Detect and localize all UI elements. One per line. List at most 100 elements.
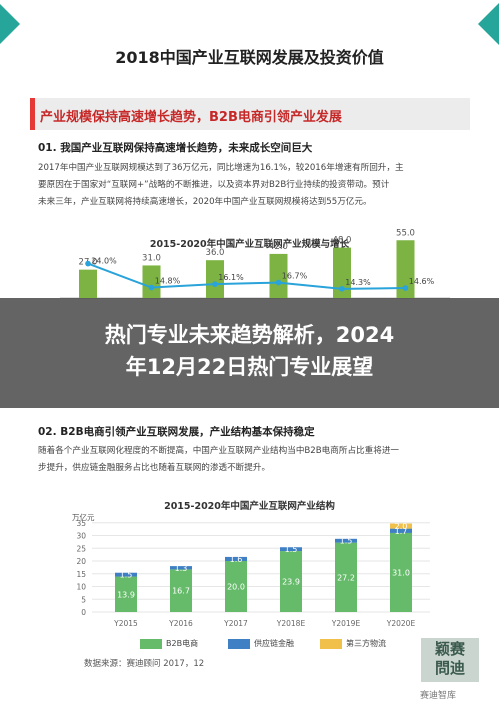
chart2-bar-segment <box>170 569 192 612</box>
chart2-segment-label: 16.7 <box>172 587 190 596</box>
source-note: 数据来源：赛迪顾问 2017，12 <box>84 659 205 669</box>
chart2-bar-segment <box>335 542 357 612</box>
chart1-rate-label: 14.8% <box>155 277 181 286</box>
chart2-bar-segment <box>335 538 357 543</box>
chart2-y-tick: 0 <box>81 608 86 617</box>
chart2-bar-segment <box>280 547 302 552</box>
part1-line: 2017年中国产业互联网规模达到了36万亿元，同比增速为16.1%，较2016年… <box>38 163 404 173</box>
stamp-logo <box>421 638 479 682</box>
overlay-line: 年12月22日热门专业展望 <box>125 355 374 379</box>
chart2-segment-label: 23.9 <box>282 578 300 587</box>
overlay-line: 热门专业未来趋势解析，2024 <box>104 323 395 347</box>
chart2-y-tick: 25 <box>76 544 86 553</box>
chart1-bar-label: 42.0 <box>269 242 288 252</box>
chart2-bar-segment <box>390 523 412 529</box>
chart1-title: 2015-2020年中国产业互联网产业规模与增长 <box>149 239 350 250</box>
chart1-rate-point <box>212 281 218 287</box>
chart1-rate-label: 24.0% <box>91 257 117 266</box>
chart2-x-tick: Y2019E <box>331 619 361 628</box>
chart2-segment-label: 20.0 <box>227 583 245 592</box>
part1-paragraph: 2017年中国产业互联网规模达到了36万亿元，同比增速为16.1%，较2016年… <box>38 160 468 211</box>
chart1-rate-point <box>402 285 409 291</box>
chart2-segment-label: 1.3 <box>175 564 188 573</box>
section-accent-bar <box>30 98 35 130</box>
corner-logo-right <box>478 0 499 48</box>
page-title: 2018中国产业互联网发展及投资价值 <box>115 48 384 67</box>
legend-item-b2b: B2B电商 <box>140 638 198 649</box>
chart1-rate-label: 16.1% <box>218 273 244 282</box>
chart2-y-tick: 30 <box>76 532 86 541</box>
chart2-bar-segment <box>170 566 192 570</box>
legend-swatch-logistics <box>320 638 342 649</box>
chart2-bar-segment <box>115 572 137 577</box>
chart2-segment-label: 1.5 <box>285 545 298 554</box>
chart1-bar-label: 55.0 <box>396 228 415 238</box>
overlay-headline: 热门专业未来趋势解析，2024 年12月22日热门专业展望 <box>20 319 479 383</box>
chart1-bar <box>333 247 351 298</box>
chart2-y-tick: 10 <box>76 583 86 592</box>
chart1-rate-point <box>85 260 91 267</box>
watermark: 赛迪智库 <box>420 691 457 701</box>
part1-heading: 01. 我国产业互联网保持高速增长趋势，未来成长空间巨大 <box>38 142 313 154</box>
chart1-rate-point <box>275 279 282 286</box>
chart2-y-unit: 万亿元 <box>72 512 95 522</box>
part2-line: 步提升，供应链金融服务占比也随着互联网的渗透不断提升。 <box>38 463 271 473</box>
part1-line: 未来三年，产业互联网将持续高速增长，2020年中国产业互联网规模将达到55万亿元… <box>38 197 372 207</box>
overlay-banner <box>0 298 499 408</box>
chart2-x-tick: Y2018E <box>276 619 306 628</box>
chart2-y-tick: 20 <box>76 557 86 566</box>
chart2-x-tick: Y2017 <box>223 619 248 628</box>
chart2-bar-segment <box>280 551 302 612</box>
legend-label-b2b: B2B电商 <box>166 639 199 648</box>
chart2-y-tick: 5 <box>81 595 86 604</box>
section-title: 产业规模保持高速增长趋势，B2B电商引领产业发展 <box>40 110 342 125</box>
chart1-bar <box>79 269 97 298</box>
chart1-rate-point <box>339 286 345 292</box>
chart2-x-tick: Y2015 <box>113 619 138 628</box>
chart2-segment-label: 1.7 <box>395 527 408 536</box>
chart1-rate-label: 16.7% <box>282 272 308 281</box>
chart1-bar-label: 31.0 <box>142 253 161 263</box>
chart2-segment-label: 1.5 <box>340 537 353 546</box>
chart2-bar-segment <box>225 561 247 612</box>
corner-logo-left <box>0 0 20 48</box>
legend-swatch-finance <box>228 638 250 649</box>
legend-swatch-b2b <box>140 638 162 649</box>
chart2-y-tick: 35 <box>76 519 86 528</box>
chart1-bar <box>269 253 288 298</box>
part2-paragraph: 随着各个产业互联网化程度的不断提高，中国产业互联网产业结构当中B2B电商所占比重… <box>38 443 468 477</box>
legend-label-logistics: 第三方物流 <box>346 639 386 648</box>
chart1-bar-label: 36.0 <box>206 248 225 258</box>
chart2-segment-label: 13.9 <box>117 590 135 599</box>
chart1-rate-line <box>87 262 406 290</box>
legend-item-logistics: 第三方物流 <box>320 638 386 649</box>
chart1-bar-label: 48.0 <box>333 236 352 246</box>
part2-line: 随着各个产业互联网化程度的不断提高，中国产业互联网产业结构当中B2B电商所占比重… <box>38 446 400 456</box>
chart2-segment-label: 2.0 <box>395 522 408 531</box>
chart2-bar-segment <box>390 528 412 533</box>
part1-line: 要原因在于国家对“互联网+”战略的不断推进，以及资本界对B2B行业持续的投资带动… <box>38 180 390 190</box>
chart2-bar-segment <box>390 532 412 612</box>
legend-item-finance: 供应链金融 <box>228 638 294 649</box>
chart2-title: 2015-2020年中国产业互联网产业结构 <box>164 501 335 512</box>
chart2-segment-label: 31.0 <box>392 568 410 577</box>
part2-heading: 02. B2B电商引领产业互联网发展，产业结构基本保持稳定 <box>38 426 315 438</box>
chart1-bar <box>142 265 161 298</box>
chart2-bar-segment <box>225 556 247 561</box>
legend-label-finance: 供应链金融 <box>254 639 294 648</box>
chart1-rate-point <box>148 284 155 291</box>
stamp-text: 颖赛 問迪 <box>434 640 465 677</box>
chart1-rate-label: 14.6% <box>409 277 435 286</box>
chart2-x-tick: Y2016 <box>168 619 193 628</box>
chart1-bar <box>206 260 224 298</box>
chart2-y-tick: 15 <box>76 570 86 579</box>
chart2-x-tick: Y2020E <box>386 619 416 628</box>
chart1-rate-label: 14.3% <box>345 278 371 287</box>
chart2-segment-label: 1.6 <box>230 555 243 564</box>
chart2-segment-label: 1.5 <box>120 571 133 580</box>
section-banner <box>30 98 470 130</box>
chart2-segment-label: 27.2 <box>337 573 355 582</box>
chart1-bar <box>396 240 415 298</box>
chart2-bar-segment <box>115 576 137 612</box>
